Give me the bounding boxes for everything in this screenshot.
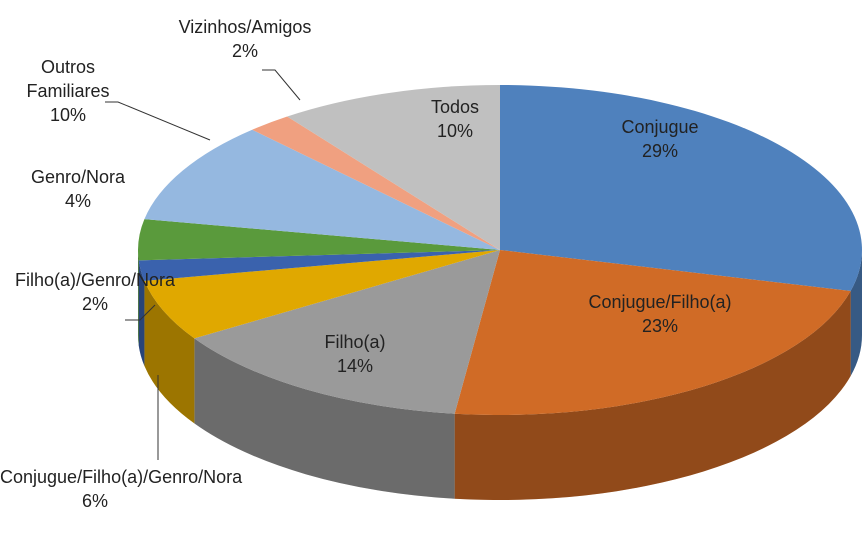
slice-side	[850, 250, 862, 377]
slice-side	[144, 280, 195, 424]
slice	[500, 85, 862, 292]
category-label: Vizinhos/Amigos	[178, 17, 312, 37]
leader-line	[262, 69, 301, 101]
category-label: Outros Familiares	[26, 57, 110, 101]
slice-side-shade	[138, 260, 145, 366]
slice-side-shade	[850, 250, 862, 377]
value-label: 6%	[81, 491, 108, 511]
data-label: Genro/Nora 4%	[3, 165, 153, 213]
data-label: Conjugue/Filho(a) 23%	[585, 290, 735, 338]
value-label: 10%	[49, 105, 87, 125]
value-label: 10%	[436, 121, 474, 141]
slice-side-shade	[144, 280, 195, 424]
slice-side-shade	[454, 291, 851, 500]
data-label: Outros Familiares 10%	[13, 55, 123, 127]
leader-line	[105, 101, 211, 141]
slice-side-shade	[138, 250, 139, 346]
slice	[138, 250, 500, 281]
slice	[144, 129, 500, 250]
slice-side	[138, 260, 145, 366]
category-label: Conjugue/Filho(a)	[588, 292, 732, 312]
category-label: Todos	[430, 97, 480, 117]
value-label: 14%	[336, 356, 374, 376]
slice	[454, 250, 851, 415]
category-label: Filho(a)/Genro/Nora	[14, 270, 176, 290]
value-label: 2%	[231, 41, 258, 61]
data-label: Vizinhos/Amigos 2%	[150, 15, 340, 63]
category-label: Genro/Nora	[30, 167, 126, 187]
data-label: Todos 10%	[415, 95, 495, 143]
slice	[194, 250, 501, 414]
category-label: Conjugue	[621, 117, 699, 137]
data-label: Conjugue/Filho(a)/Genro/Nora 6%	[0, 465, 243, 513]
data-label: Filho(a) 14%	[295, 330, 415, 378]
slice-side	[138, 250, 139, 346]
slice-side	[194, 338, 455, 499]
value-label: 2%	[81, 294, 108, 314]
slice	[138, 219, 501, 261]
leader-line	[125, 304, 156, 321]
slice-side	[454, 291, 851, 500]
slice	[144, 250, 500, 339]
category-label: Conjugue/Filho(a)/Genro/Nora	[0, 467, 243, 487]
slice	[287, 85, 500, 250]
data-label: Filho(a)/Genro/Nora 2%	[10, 268, 180, 316]
slice	[252, 116, 500, 250]
data-label: Conjugue 29%	[590, 115, 730, 163]
value-label: 4%	[64, 191, 91, 211]
value-label: 29%	[641, 141, 679, 161]
category-label: Filho(a)	[324, 332, 386, 352]
slice-side-shade	[194, 338, 455, 499]
value-label: 23%	[641, 316, 679, 336]
